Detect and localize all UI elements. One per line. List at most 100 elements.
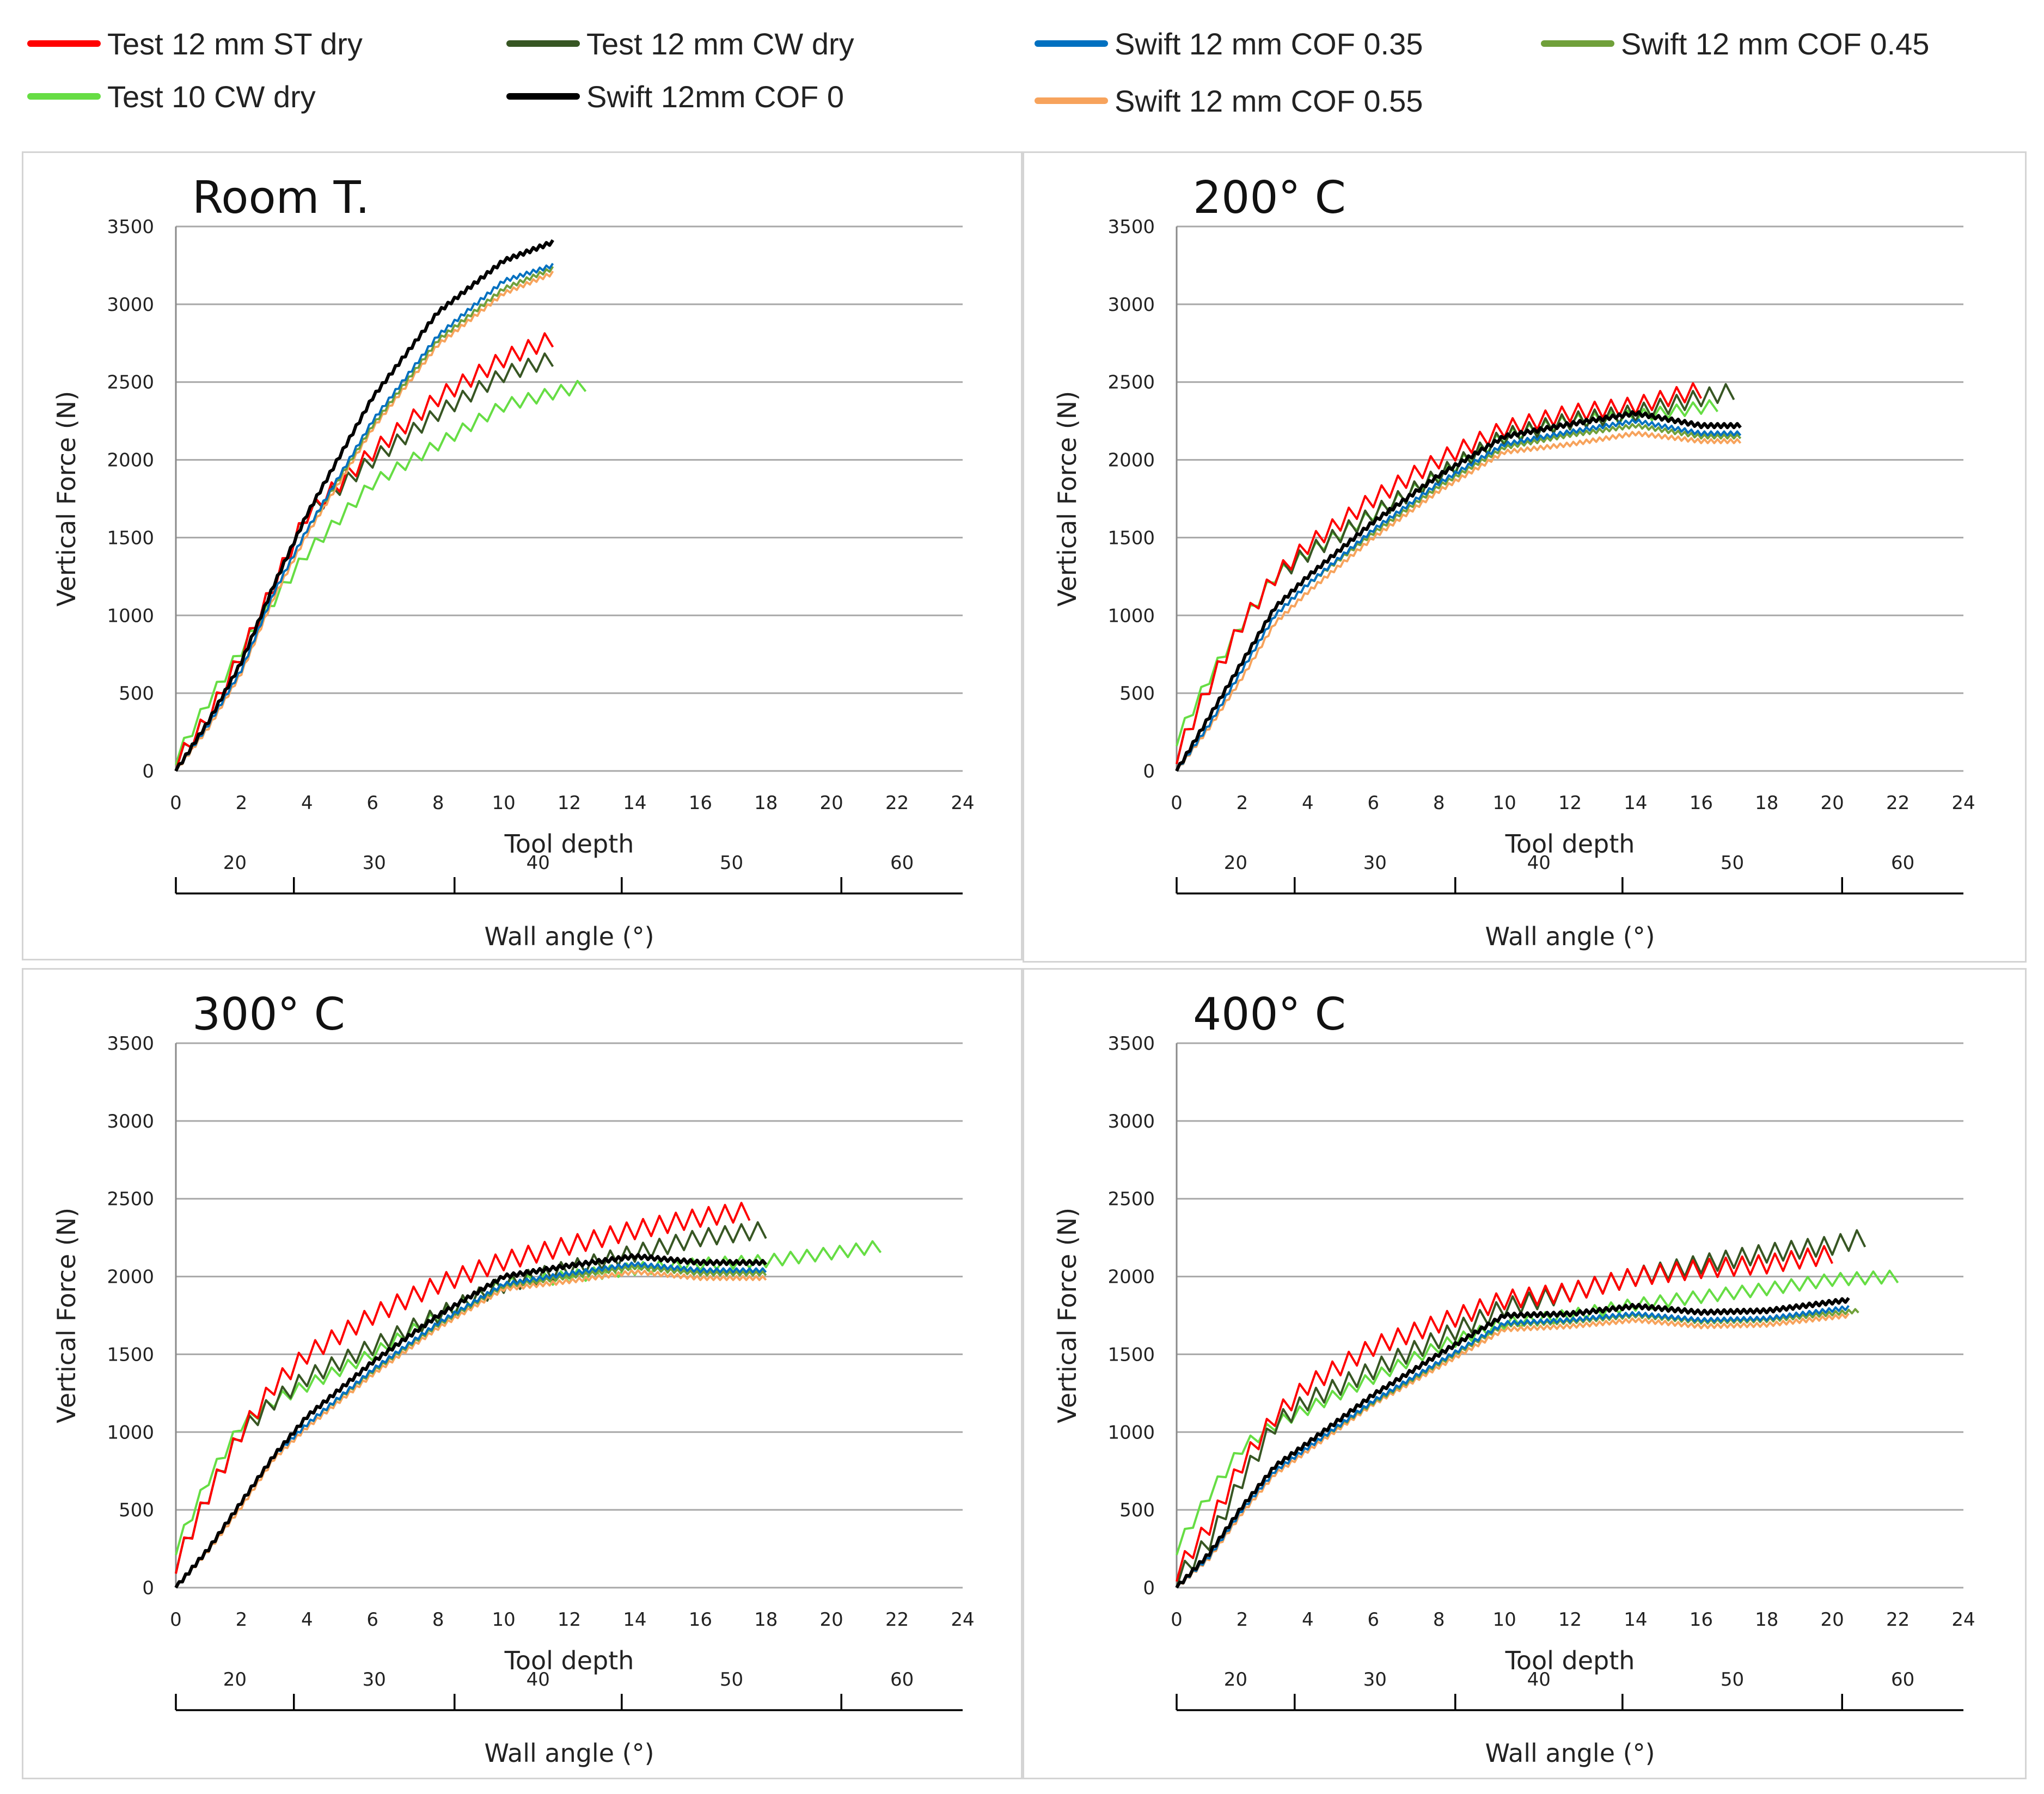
chart-panel-room-temperature: Room T. 0 500 1000 1500 2000 2500 3000 3500 0 2 4 6 8… [22, 151, 1023, 960]
series-line [175, 1264, 767, 1588]
wall-angle-axis-label: Wall angle (°) [484, 1738, 654, 1768]
series-line [1176, 399, 1719, 746]
x-tick-label: 18 [754, 792, 778, 814]
x-tick-label: 24 [1951, 1609, 1975, 1631]
series-line [1176, 1308, 1859, 1589]
y-axis-label: Vertical Force (N) [52, 1208, 81, 1423]
series-line [174, 239, 554, 772]
series-line [175, 352, 554, 772]
y-axis-label: Vertical Force (N) [1052, 1208, 1082, 1423]
x-tick-label: 4 [1302, 1609, 1314, 1631]
x-tick-label: 22 [885, 1609, 909, 1631]
y-tick-label: 1000 [1107, 605, 1155, 627]
y-tick-label: 3500 [107, 216, 154, 238]
y-axis-label: Vertical Force (N) [52, 391, 81, 607]
x-tick-label: 20 [820, 1609, 843, 1631]
series-line [174, 1253, 767, 1589]
y-tick-label: 1500 [1107, 1344, 1155, 1366]
x-tick-label: 16 [689, 792, 712, 814]
legend-item-4: Test 10 CW dry [27, 75, 316, 118]
x-tick-label: 10 [1492, 792, 1516, 814]
chart-title: 200° C [1193, 172, 1346, 224]
wall-angle-label: 20 [223, 852, 247, 874]
y-tick-label: 1000 [1107, 1422, 1155, 1443]
series-line [175, 266, 554, 772]
series-line [175, 271, 554, 772]
x-tick-label: 14 [1624, 792, 1647, 814]
x-tick-label: 8 [432, 1609, 444, 1631]
wall-angle-label: 60 [890, 852, 914, 874]
x-axis-label: Tool depth [1505, 829, 1635, 859]
series-line [175, 1202, 751, 1574]
legend: Test 12 mm ST dry Test 12 mm CW dry Swift … [0, 0, 2044, 142]
x-tick-label: 16 [1690, 792, 1713, 814]
x-tick-label: 8 [1433, 792, 1445, 814]
y-tick-label: 0 [1143, 761, 1155, 782]
y-tick-label: 2500 [1107, 1189, 1155, 1210]
y-tick-label: 3000 [107, 294, 154, 316]
y-tick-label: 3500 [107, 1033, 154, 1055]
wall-angle-label: 30 [1363, 852, 1387, 874]
x-axis-label: Tool depth [504, 829, 634, 859]
x-tick-label: 24 [951, 792, 974, 814]
wall-angle-axis-label: Wall angle (°) [484, 922, 654, 951]
legend-swatch [1035, 97, 1108, 104]
x-tick-label: 12 [1558, 1609, 1582, 1631]
y-tick-label: 3000 [1107, 1111, 1155, 1132]
x-tick-label: 22 [885, 792, 909, 814]
chart-panel-400c: 400° C 0 500 1000 1500 2000 2500 3000 3500 0 2 4 6 8 1… [1023, 968, 2027, 1779]
wall-angle-label: 20 [1224, 852, 1247, 874]
x-tick-label: 14 [623, 1609, 646, 1631]
wall-angle-label: 50 [1721, 1669, 1744, 1691]
legend-item-2: Swift 12 mm COF 0.35 [1035, 22, 1423, 65]
x-tick-label: 0 [170, 1609, 182, 1631]
wall-angle-label: 20 [223, 1669, 247, 1691]
legend-item-3: Swift 12 mm COF 0.45 [1541, 22, 1929, 65]
series-line [1175, 1297, 1850, 1589]
x-tick-label: 20 [1821, 1609, 1844, 1631]
x-tick-label: 24 [1951, 792, 1975, 814]
x-tick-label: 20 [1821, 792, 1844, 814]
x-tick-label: 8 [1433, 1609, 1445, 1631]
series-line [1176, 431, 1742, 772]
legend-item-6: Swift 12 mm COF 0.55 [1035, 79, 1423, 123]
wall-angle-label: 60 [890, 1669, 914, 1691]
y-axis-label: Vertical Force (N) [1052, 391, 1082, 607]
wall-angle-label: 50 [720, 1669, 743, 1691]
x-tick-label: 18 [754, 1609, 778, 1631]
x-tick-label: 8 [432, 792, 444, 814]
wall-angle-label: 40 [527, 1669, 550, 1691]
wall-angle-label: 50 [1721, 852, 1744, 874]
legend-label: Test 10 CW dry [107, 79, 316, 114]
chart-title: 400° C [1193, 989, 1346, 1040]
legend-swatch [506, 93, 580, 100]
x-tick-label: 16 [1690, 1609, 1713, 1631]
chart-title: 300° C [192, 989, 345, 1040]
y-tick-label: 1000 [107, 1422, 154, 1443]
wall-angle-label: 60 [1891, 852, 1914, 874]
y-tick-label: 1000 [107, 605, 154, 627]
y-tick-label: 1500 [107, 527, 154, 549]
x-tick-label: 18 [1755, 792, 1778, 814]
legend-item-1: Test 12 mm CW dry [506, 22, 854, 65]
y-tick-label: 3000 [1107, 294, 1155, 316]
y-tick-label: 500 [119, 1499, 154, 1521]
x-tick-label: 12 [558, 1609, 581, 1631]
series-line [1176, 1245, 1834, 1582]
y-tick-label: 0 [142, 1577, 154, 1599]
x-axis-label: Tool depth [1505, 1646, 1635, 1675]
y-tick-label: 2000 [107, 1266, 154, 1288]
series-line [1175, 410, 1742, 772]
chart-panel-300c: 300° C 0 500 1000 1500 2000 2500 3000 3500 0 2 4 6 8 1… [22, 968, 1023, 1779]
wall-angle-label: 30 [363, 852, 386, 874]
x-tick-label: 0 [1171, 1609, 1183, 1631]
x-tick-label: 14 [623, 792, 646, 814]
wall-angle-label: 30 [1363, 1669, 1387, 1691]
legend-label: Swift 12mm COF 0 [586, 79, 844, 114]
y-tick-label: 2000 [1107, 1266, 1155, 1288]
x-tick-label: 22 [1886, 792, 1910, 814]
y-tick-label: 500 [119, 683, 154, 705]
y-tick-label: 0 [142, 761, 154, 782]
